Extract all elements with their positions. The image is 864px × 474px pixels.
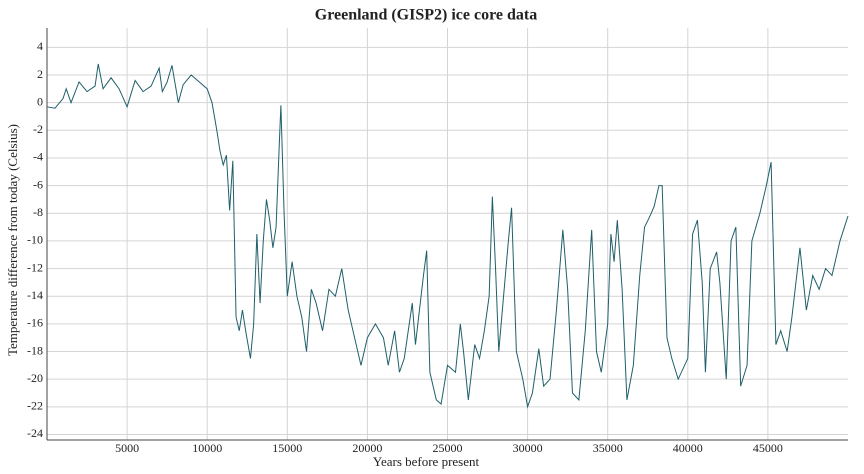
y-tick-label: -12 — [27, 260, 43, 274]
x-tick-label: 10000 — [192, 441, 222, 455]
x-tick-label: 25000 — [433, 441, 463, 455]
y-tick-label: -18 — [27, 343, 43, 357]
y-tick-label: -22 — [27, 399, 43, 413]
x-tick-label: 35000 — [593, 441, 623, 455]
y-tick-label: -2 — [33, 122, 43, 136]
y-tick-label: -20 — [27, 371, 43, 385]
y-tick-label: -10 — [27, 233, 43, 247]
x-tick-label: 45000 — [753, 441, 783, 455]
x-axis-label: Years before present — [373, 454, 480, 469]
y-axis-label: Temperature difference from today (Celsi… — [5, 124, 20, 356]
x-tick-label: 15000 — [272, 441, 302, 455]
y-tick-label: -14 — [27, 288, 43, 302]
chart-title: Greenland (GISP2) ice core data — [315, 7, 538, 24]
y-tick-label: -24 — [27, 426, 43, 440]
y-tick-label: -16 — [27, 316, 43, 330]
data-line — [46, 63, 849, 409]
y-tick-label: -6 — [33, 177, 43, 191]
y-tick-label: 0 — [37, 94, 43, 108]
x-tick-label: 5000 — [115, 441, 139, 455]
x-tick-label: 20000 — [352, 441, 382, 455]
x-tick-label: 40000 — [673, 441, 703, 455]
x-tick-label: 30000 — [513, 441, 543, 455]
y-tick-label: 4 — [37, 39, 43, 53]
y-tick-label: -4 — [33, 150, 43, 164]
y-tick-label: 2 — [37, 67, 43, 81]
y-tick-label: -8 — [33, 205, 43, 219]
